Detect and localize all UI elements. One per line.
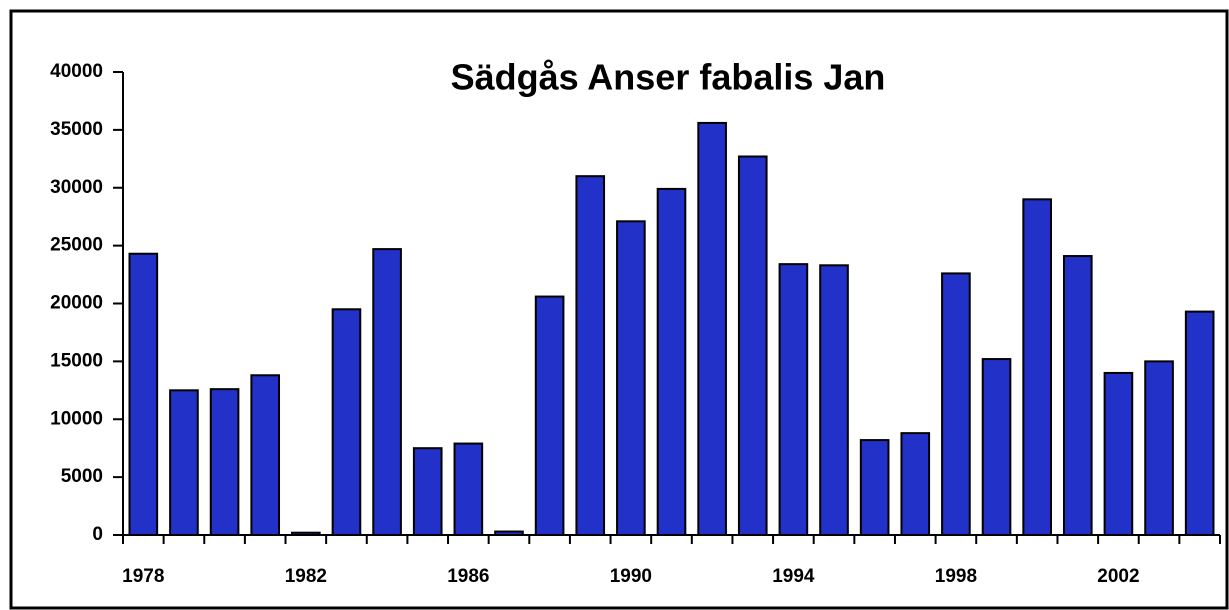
bar — [900, 432, 931, 537]
bar — [656, 187, 687, 536]
bar — [209, 388, 240, 536]
y-tick-label: 20000 — [50, 293, 103, 314]
y-tick-label: 0 — [92, 524, 103, 545]
bar — [737, 155, 768, 536]
bar — [372, 248, 402, 536]
bar — [1022, 198, 1052, 536]
x-tick-label: 2002 — [1097, 566, 1139, 587]
bar — [534, 295, 565, 536]
bar — [819, 264, 849, 536]
y-tick-label: 25000 — [50, 235, 103, 256]
bar — [778, 263, 809, 536]
bar — [859, 439, 890, 536]
y-tick-label: 30000 — [50, 177, 103, 198]
bar — [616, 220, 646, 536]
bar — [697, 121, 727, 537]
bar — [412, 447, 443, 536]
x-tick-label: 1994 — [772, 566, 815, 587]
y-tick-label: 40000 — [50, 61, 103, 82]
bar — [128, 252, 159, 536]
bar — [1184, 310, 1215, 537]
bar — [1103, 371, 1134, 537]
bar — [169, 389, 199, 536]
bar — [453, 442, 484, 536]
x-tick-label: 1982 — [285, 566, 327, 587]
x-tick-label: 1998 — [935, 566, 977, 587]
bar — [941, 272, 971, 536]
bar — [981, 358, 1012, 536]
bar — [250, 374, 281, 537]
x-tick-label: 1986 — [447, 566, 489, 587]
y-tick-label: 15000 — [50, 350, 103, 371]
x-tick-label: 1990 — [610, 566, 652, 587]
bar — [1062, 255, 1093, 536]
bar — [331, 308, 362, 536]
bar — [1144, 360, 1174, 536]
bar — [575, 175, 606, 537]
chart-title: Sädgås Anser fabalis Jan — [451, 57, 886, 98]
x-tick-label: 1978 — [122, 566, 164, 587]
y-tick-label: 10000 — [50, 408, 103, 429]
y-tick-label: 35000 — [50, 119, 103, 140]
y-tick-label: 5000 — [61, 466, 103, 487]
